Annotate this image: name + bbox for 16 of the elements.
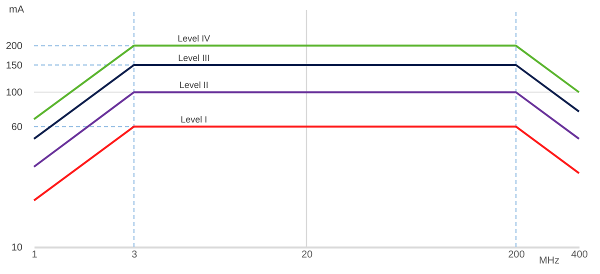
y-tick-label: 60 <box>11 122 23 134</box>
x-tick-label: 3 <box>132 250 138 260</box>
y-tick-label: 100 <box>6 88 23 99</box>
x-tick-label: 20 <box>301 250 313 260</box>
series-label: Level I <box>180 114 208 125</box>
x-tick-label: 1 <box>32 250 38 260</box>
y-axis-title: mA <box>9 4 24 16</box>
series-label: Level II <box>179 80 208 90</box>
x-axis-title: MHz <box>538 256 560 266</box>
y-tick-label: 200 <box>6 41 23 52</box>
series-label: Level IV <box>178 34 210 44</box>
y-tick-label: 10 <box>11 242 23 254</box>
x-tick-label: 400 <box>571 250 588 260</box>
series-label: Level III <box>178 52 210 63</box>
x-tick-label: 200 <box>508 250 526 260</box>
y-tick-label: 150 <box>6 60 23 72</box>
